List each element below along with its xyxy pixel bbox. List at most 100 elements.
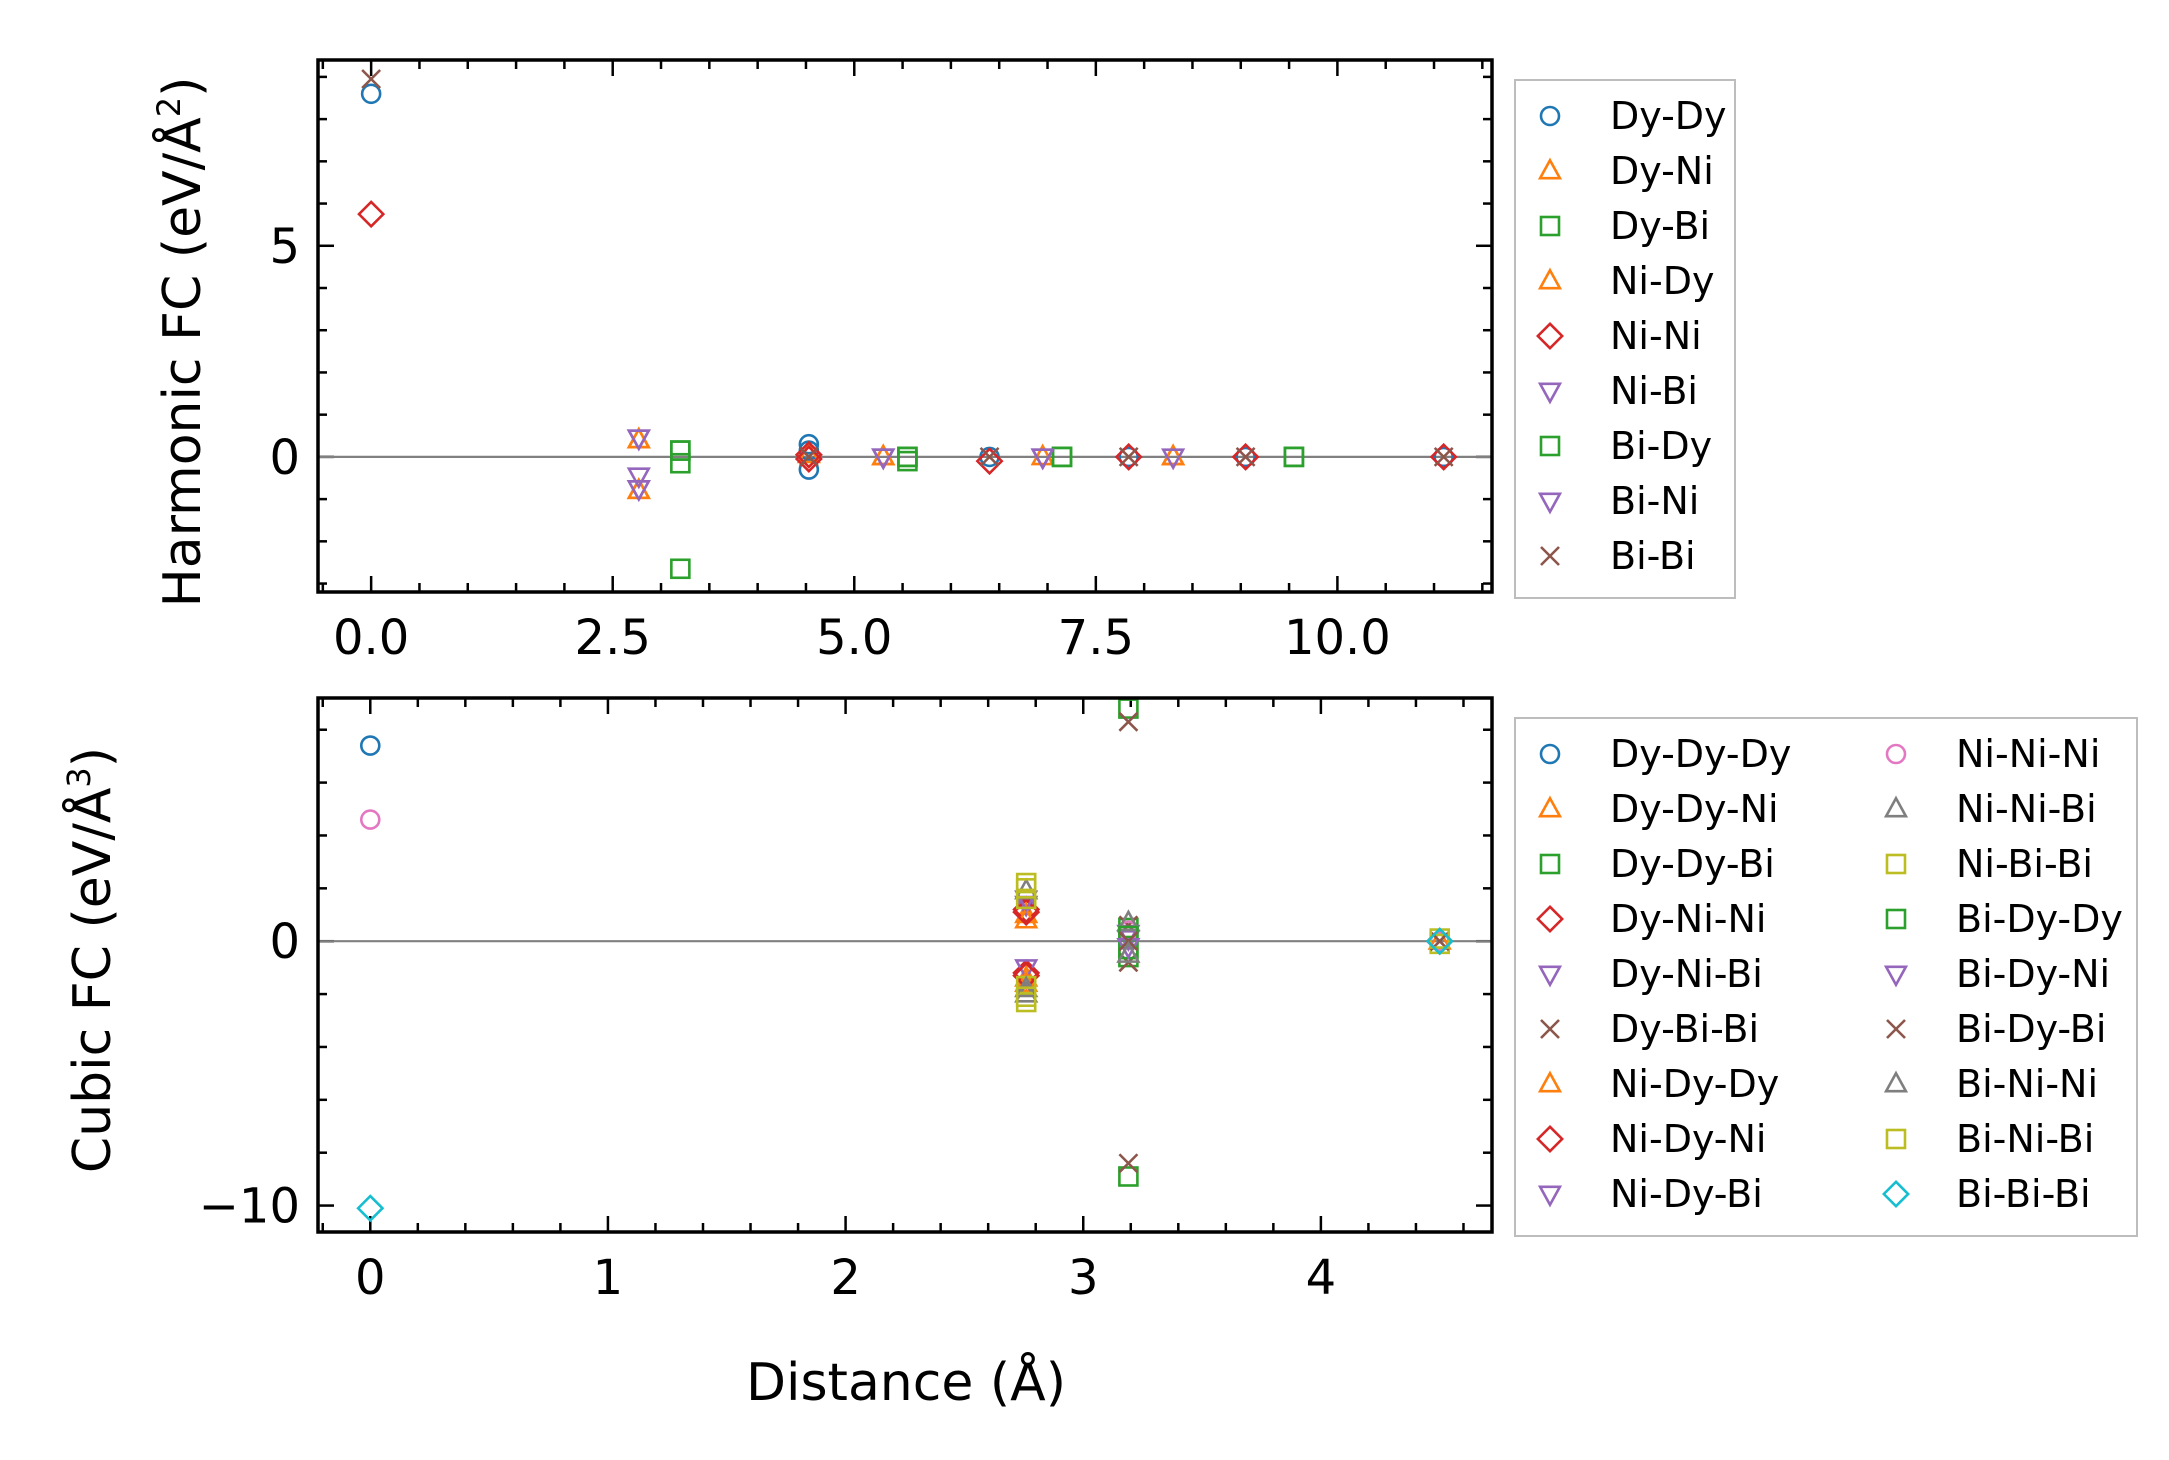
data-point bbox=[794, 440, 823, 469]
series-bi-dy-ni bbox=[1116, 937, 1141, 960]
data-point bbox=[360, 83, 382, 105]
legend-item: Ni-Bi-Bi bbox=[1885, 842, 2093, 886]
data-point bbox=[1030, 448, 1055, 471]
data-point bbox=[871, 443, 896, 466]
data-point bbox=[1015, 888, 1037, 910]
legend-marker-square bbox=[1885, 908, 1907, 930]
data-point bbox=[357, 200, 386, 229]
data-point bbox=[798, 433, 820, 455]
legend-label: Dy-Bi-Bi bbox=[1610, 1007, 1759, 1051]
y-tick-label: −10 bbox=[199, 1179, 300, 1235]
series-dy-dy bbox=[360, 83, 1454, 480]
legend-label: Ni-Dy-Bi bbox=[1610, 1172, 1763, 1216]
data-point bbox=[871, 448, 896, 471]
data-point bbox=[897, 446, 918, 468]
data-point bbox=[1283, 446, 1305, 468]
series-ni-ni bbox=[357, 200, 1458, 476]
data-point bbox=[1425, 927, 1454, 956]
legend-marker-triangle-down bbox=[1883, 965, 1909, 988]
legend-label: Dy-Dy-Ni bbox=[1610, 787, 1779, 831]
legend-marker-circle bbox=[1885, 743, 1907, 765]
legend-item: Dy-Bi bbox=[1539, 204, 1710, 248]
data-point bbox=[670, 440, 691, 461]
series-bi-bi-bi bbox=[356, 927, 1454, 1223]
legend-item: Bi-Ni-Ni bbox=[1883, 1062, 2098, 1106]
series-dy-dy-ni bbox=[1014, 901, 1452, 987]
legend-marker-square bbox=[1885, 853, 1907, 875]
legend-label: Dy-Bi bbox=[1610, 204, 1710, 248]
legend-item: Ni-Dy bbox=[1537, 259, 1714, 303]
legend-item: Dy-Dy bbox=[1539, 94, 1727, 138]
legend-label: Bi-Dy-Dy bbox=[1956, 897, 2123, 941]
cubic-legend: Dy-Dy-Dy Dy-Dy-Ni Dy-Dy-Bi Dy-Ni-Ni Dy-Ni-Bi… bbox=[1514, 717, 2138, 1237]
series-bi-bi bbox=[361, 69, 1454, 467]
legend-label: Dy-Ni bbox=[1610, 149, 1714, 193]
legend-marker-triangle-up bbox=[1883, 795, 1909, 818]
legend-marker-triangle-up bbox=[1883, 1070, 1909, 1093]
x-axis-label: Distance (Å) bbox=[746, 1351, 1066, 1413]
data-point bbox=[1116, 937, 1141, 960]
data-point bbox=[1161, 448, 1186, 471]
legend-label: Bi-Ni-Ni bbox=[1956, 1062, 2098, 1106]
data-point bbox=[626, 429, 651, 452]
legend-item: Bi-Dy-Ni bbox=[1883, 952, 2110, 996]
data-point bbox=[1235, 446, 1256, 468]
legend-label: Dy-Dy-Dy bbox=[1610, 732, 1791, 776]
legend-label: Ni-Bi-Bi bbox=[1956, 842, 2093, 886]
harmonic-axes-frame bbox=[316, 58, 1494, 594]
legend-item: Dy-Bi-Bi bbox=[1540, 1007, 1759, 1051]
data-point bbox=[1015, 878, 1037, 899]
legend-marker-triangle-down bbox=[1537, 492, 1563, 515]
data-point bbox=[979, 446, 1000, 467]
series-bi-ni-bi bbox=[1015, 878, 1451, 1008]
legend-marker-diamond bbox=[1536, 905, 1564, 933]
legend-label: Dy-Dy bbox=[1610, 94, 1727, 138]
series-ni-bi-bi bbox=[1015, 872, 1451, 1013]
harmonic-points bbox=[357, 69, 1458, 580]
legend-label: Ni-Ni-Ni bbox=[1956, 732, 2100, 776]
x-tick-label: 2.5 bbox=[575, 610, 651, 666]
cubic-panel: 0 1 2 3 4−100 Cubic FC (eV/Å3) Dy-Dy-DyDy-Dy… bbox=[60, 696, 2138, 1306]
legend-marker-square bbox=[1539, 435, 1561, 457]
legend-label: Bi-Dy bbox=[1610, 424, 1712, 468]
data-point bbox=[1429, 442, 1458, 471]
legend-marker-x bbox=[1540, 1019, 1560, 1039]
x-tick-label: 2 bbox=[830, 1250, 861, 1306]
data-point bbox=[626, 480, 651, 503]
x-tick-label: 0 bbox=[355, 1250, 386, 1306]
cubic-points bbox=[356, 698, 1454, 1223]
harmonic-y-label: Harmonic FC (eV/Å2) bbox=[150, 77, 213, 608]
legend-item: Bi-Bi bbox=[1540, 534, 1696, 578]
data-point bbox=[1118, 446, 1139, 468]
series-dy-ni bbox=[626, 426, 1186, 500]
legend-label: Bi-Bi bbox=[1610, 534, 1696, 578]
legend-item: Dy-Ni-Bi bbox=[1537, 952, 1763, 996]
data-point bbox=[1118, 1166, 1139, 1187]
legend-item: Bi-Ni bbox=[1537, 479, 1699, 523]
legend-item: Dy-Dy-Ni bbox=[1537, 787, 1779, 831]
data-point bbox=[1433, 446, 1454, 468]
data-point bbox=[1161, 443, 1186, 466]
legend-item: Bi-Bi-Bi bbox=[1882, 1172, 2091, 1216]
legend-label: Ni-Dy-Ni bbox=[1610, 1117, 1766, 1161]
legend-label: Bi-Ni-Bi bbox=[1956, 1117, 2094, 1161]
y-tick-label: 0 bbox=[269, 430, 300, 486]
legend-item: Ni-Ni-Ni bbox=[1885, 732, 2100, 776]
x-tick-label: 0.0 bbox=[333, 610, 409, 666]
x-tick-label: 4 bbox=[1306, 1250, 1337, 1306]
x-tick-label: 1 bbox=[593, 1250, 624, 1306]
x-tick-label: 10.0 bbox=[1284, 610, 1391, 666]
data-point bbox=[794, 445, 823, 473]
legend-marker-square bbox=[1885, 1128, 1907, 1150]
data-point bbox=[798, 446, 819, 467]
legend-marker-x bbox=[1886, 1019, 1906, 1039]
data-point bbox=[670, 558, 691, 580]
legend-item: Ni-Dy-Bi bbox=[1537, 1172, 1763, 1216]
cubic-y-label: Cubic FC (eV/Å3) bbox=[60, 747, 123, 1173]
legend-marker-x bbox=[1540, 546, 1560, 566]
legend-marker-circle bbox=[1539, 105, 1561, 127]
x-tick-label: 3 bbox=[1068, 1250, 1099, 1306]
series-ni-ni-ni bbox=[359, 809, 1451, 952]
legend-label: Bi-Dy-Ni bbox=[1956, 952, 2110, 996]
